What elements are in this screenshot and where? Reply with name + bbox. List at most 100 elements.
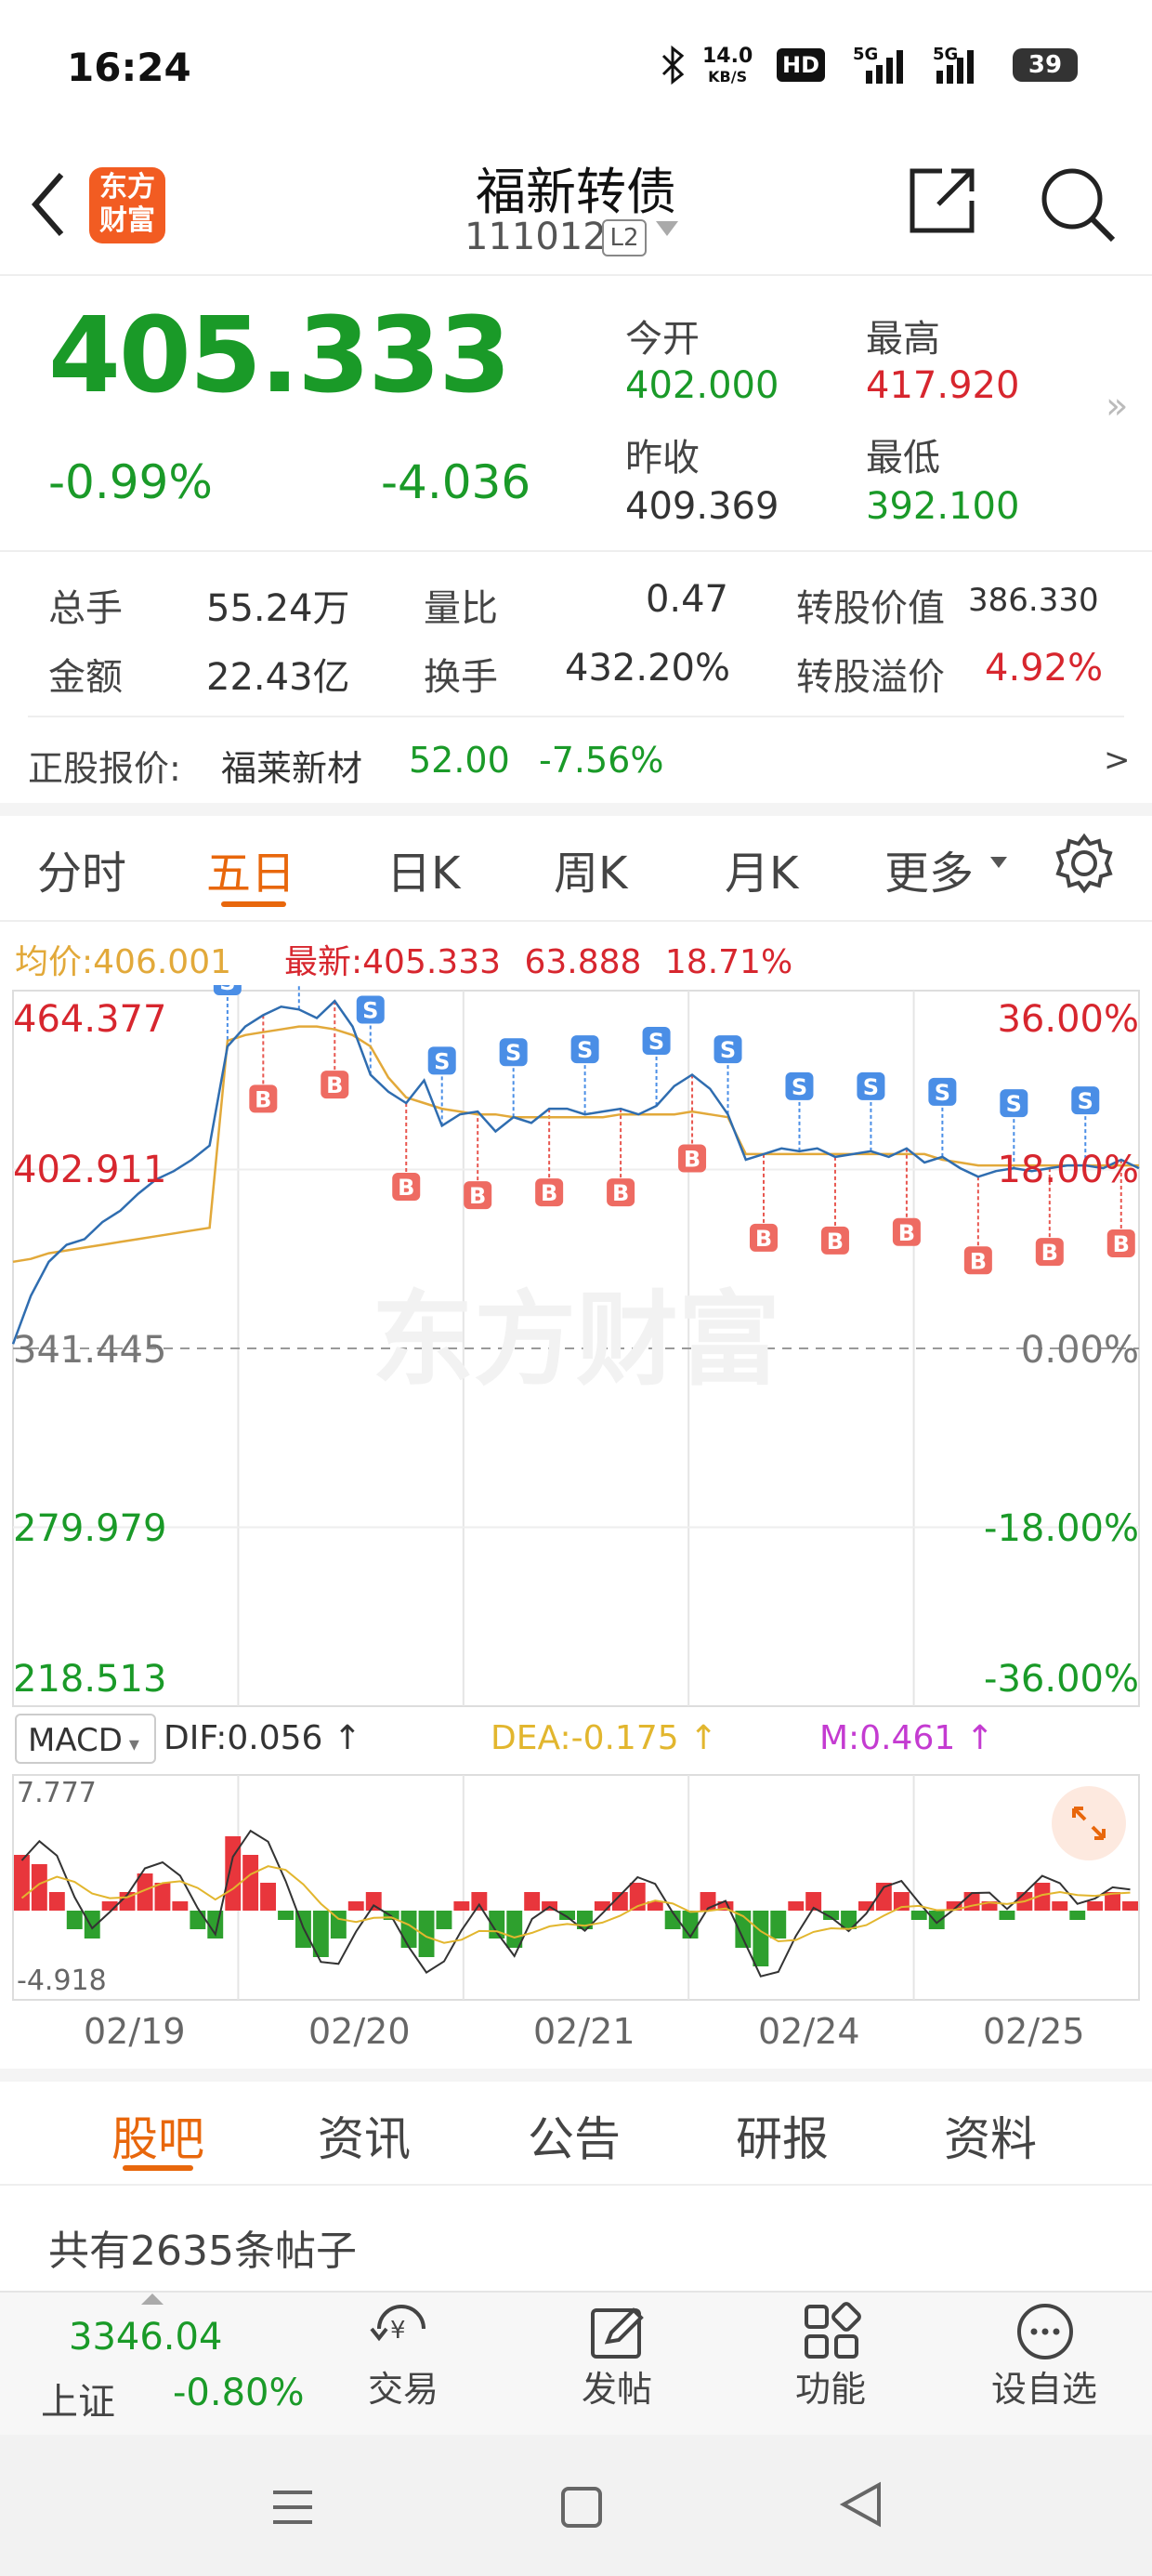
stock-change: -7.56% — [539, 740, 664, 781]
divider — [0, 2184, 1152, 2186]
app-header: 东方 财富 福新转债 111012 L2 — [0, 130, 1152, 276]
trade-marker-label: B — [755, 1226, 772, 1252]
buy-marker — [1106, 1229, 1135, 1257]
index-caret-icon — [141, 2293, 164, 2305]
macd-bar — [753, 1911, 769, 1966]
macd-bar — [1034, 1883, 1051, 1911]
x-axis-label: 02/19 — [84, 2011, 186, 2052]
stat-value-turnover: 432.20% — [565, 647, 730, 690]
settings-icon[interactable] — [1054, 833, 1115, 898]
nav-trade[interactable]: 交易 — [367, 2369, 439, 2410]
clock: 16:24 — [67, 45, 191, 90]
macd-chart[interactable] — [0, 1771, 1152, 2004]
macd-bar — [770, 1911, 787, 1939]
home-icon[interactable] — [561, 2487, 602, 2528]
functions-icon[interactable] — [801, 2301, 862, 2366]
tab-intraday[interactable]: 分时 — [37, 848, 127, 900]
price-chart[interactable]: 东方财富 SBSBSBSBSBSBSBSBSBSBSBSBSB — [0, 985, 1152, 1710]
index-change[interactable]: -0.80% — [173, 2372, 305, 2414]
y-left-label: 218.513 — [13, 1658, 167, 1701]
tab-announcements[interactable]: 公告 — [528, 2112, 621, 2166]
x-axis-label: 02/24 — [758, 2011, 860, 2052]
section-gap — [0, 2069, 1152, 2082]
trade-marker-label: S — [577, 1037, 593, 1063]
tab-indicator — [221, 901, 286, 907]
avg-price-legend: 均价:406.001 — [15, 943, 232, 981]
trade-marker-label: B — [684, 1146, 700, 1172]
macd-bar — [453, 1901, 470, 1911]
trade-marker-label: B — [1113, 1231, 1130, 1257]
dropdown-icon[interactable] — [656, 221, 678, 236]
macd-bar — [805, 1892, 822, 1911]
tab-monthly-k[interactable]: 月K — [725, 848, 799, 900]
x-axis-label: 02/25 — [983, 2011, 1085, 2052]
macd-bar — [347, 1901, 364, 1911]
share-icon[interactable] — [905, 164, 979, 242]
nav-functions[interactable]: 功能 — [794, 2369, 866, 2410]
index-name[interactable]: 上证 — [41, 2381, 115, 2424]
macd-bar — [1069, 1911, 1086, 1920]
tab-weekly-k[interactable]: 周K — [554, 848, 628, 900]
macd-bar — [172, 1901, 189, 1911]
trade-icon[interactable]: ¥ — [368, 2301, 435, 2360]
tab-guba[interactable]: 股吧 — [111, 2112, 204, 2166]
macd-bar — [788, 1901, 805, 1911]
tab-more[interactable]: 更多 — [884, 848, 975, 900]
index-value[interactable]: 3346.04 — [69, 2316, 223, 2359]
prev-close-label: 昨收 — [625, 437, 700, 480]
change-percent: -0.99% — [48, 455, 213, 509]
trade-marker-label: B — [898, 1220, 915, 1246]
open-label: 今开 — [625, 318, 700, 361]
buy-marker — [607, 1178, 635, 1207]
macd-bar — [1105, 1892, 1120, 1911]
l2-badge[interactable]: L2 — [602, 219, 647, 256]
tab-news[interactable]: 资讯 — [318, 2112, 411, 2166]
search-icon[interactable] — [1037, 162, 1120, 249]
app-logo[interactable]: 东方 财富 — [89, 167, 165, 243]
tab-indicator — [123, 2165, 193, 2171]
macd-bar — [278, 1911, 294, 1920]
back-icon[interactable] — [24, 167, 71, 245]
open-value: 402.000 — [625, 364, 779, 407]
tab-research[interactable]: 研报 — [736, 2112, 829, 2166]
macd-bar — [418, 1911, 435, 1957]
underlying-stock-row[interactable]: 正股报价: 福莱新材 52.00 -7.56% > — [0, 721, 1152, 801]
low-label: 最低 — [866, 437, 940, 480]
sell-marker — [1071, 1086, 1100, 1115]
expand-chevron-icon[interactable]: » — [1106, 385, 1129, 427]
average-line — [12, 1025, 1139, 1264]
trade-marker-label: S — [648, 1029, 664, 1055]
back-nav-icon[interactable] — [838, 2481, 884, 2531]
battery-icon: 39 — [1013, 48, 1078, 82]
fullscreen-icon[interactable] — [1052, 1786, 1126, 1860]
tab-profile[interactable]: 资料 — [944, 2112, 1037, 2166]
more-dots-icon[interactable] — [1015, 2301, 1076, 2366]
y-right-label: 36.00% — [997, 998, 1139, 1041]
macd-bar — [946, 1901, 962, 1911]
trade-marker-label: B — [1041, 1240, 1058, 1266]
nav-add-watchlist[interactable]: 设自选 — [990, 2369, 1097, 2410]
macd-bar — [1122, 1901, 1138, 1911]
macd-bar — [823, 1911, 839, 1920]
buy-marker — [678, 1144, 707, 1173]
macd-bar — [629, 1883, 646, 1911]
menu-icon[interactable] — [269, 2487, 316, 2531]
prev-close-value: 409.369 — [625, 485, 779, 528]
nav-post[interactable]: 发帖 — [581, 2369, 652, 2410]
trade-marker-label: B — [541, 1180, 557, 1206]
tab-five-day[interactable]: 五日 — [206, 848, 296, 900]
macd-bar — [559, 1911, 575, 1920]
tab-daily-k[interactable]: 日K — [386, 848, 461, 900]
post-icon[interactable] — [587, 2301, 648, 2366]
stat-label-premium: 转股溢价 — [796, 656, 945, 699]
divider — [28, 716, 1124, 717]
buy-marker — [321, 1071, 349, 1099]
macd-bar — [260, 1883, 276, 1911]
sell-marker — [356, 995, 385, 1024]
trade-marker-label: S — [434, 1048, 450, 1074]
indicator-selector[interactable]: MACD ▾ — [15, 1714, 156, 1764]
divider — [0, 550, 1152, 552]
trade-marker-label: B — [612, 1180, 629, 1206]
macd-bar — [841, 1911, 857, 1929]
macd-bar — [506, 1911, 523, 1948]
